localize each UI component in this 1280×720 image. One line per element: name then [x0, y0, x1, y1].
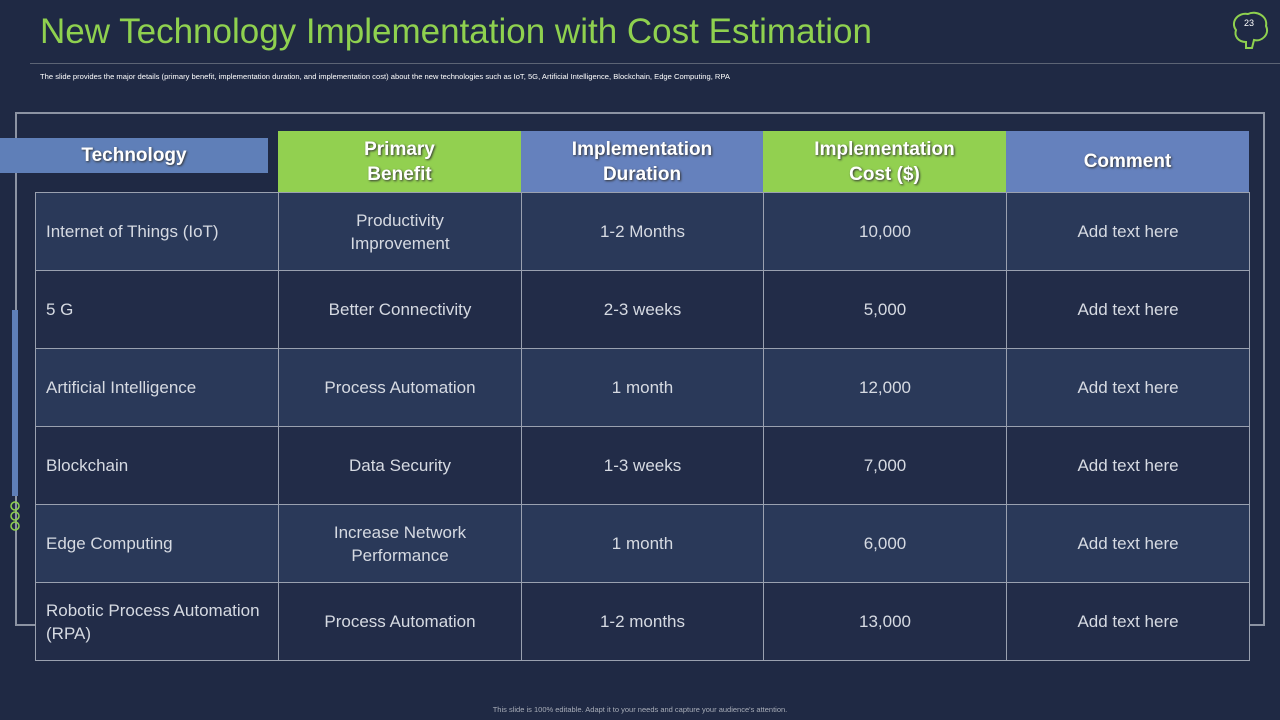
chain-icon: [10, 501, 20, 531]
cell-text: 10,000: [859, 222, 911, 241]
cell-text: Primary Benefit: [364, 138, 435, 185]
cell-text: 1-2 months: [599, 612, 686, 631]
cell-text: Increase Network Performance: [333, 522, 467, 565]
table-cell: 7,000: [763, 426, 1007, 505]
cell-text: Add text here: [1077, 222, 1179, 241]
cell-text: Internet of Things (IoT): [46, 222, 219, 241]
table-cell: Increase Network Performance: [278, 504, 522, 583]
table-cell: 2-3 weeks: [521, 270, 764, 349]
table-cell: 5,000: [763, 270, 1007, 349]
cell-text: Data Security: [348, 456, 452, 475]
cell-text: Implementation Cost ($): [814, 138, 955, 185]
table-cell: Process Automation: [278, 582, 522, 661]
header-cell: Comment: [1006, 131, 1249, 192]
table-cell: Productivity Improvement: [278, 192, 522, 271]
table-cell: Add text here: [1006, 582, 1250, 661]
cell-text: 1 month: [611, 378, 674, 397]
table-cell: 1 month: [521, 504, 764, 583]
page-number: 23: [1244, 18, 1254, 28]
side-bar: [12, 310, 18, 496]
cell-text: 6,000: [863, 534, 907, 553]
table-cell: Add text here: [1006, 426, 1250, 505]
table-cell: Add text here: [1006, 504, 1250, 583]
cell-text: Better Connectivity: [328, 300, 472, 319]
cell-text: 13,000: [859, 612, 911, 631]
cell-text: Add text here: [1077, 612, 1179, 631]
table-cell: 1-2 months: [521, 582, 764, 661]
cell-text: Edge Computing: [46, 534, 173, 553]
table-cell: 12,000: [763, 348, 1007, 427]
table-cell: Artificial Intelligence: [35, 348, 279, 427]
cell-text: Technology: [81, 145, 187, 166]
cell-text: Blockchain: [46, 456, 129, 475]
cell-text: Process Automation: [324, 612, 476, 631]
table-cell: 1 month: [521, 348, 764, 427]
cell-text: Add text here: [1077, 378, 1179, 397]
cell-text: Productivity Improvement: [350, 210, 450, 253]
cell-text: Add text here: [1077, 300, 1179, 319]
table-cell: Add text here: [1006, 192, 1250, 271]
header-cell: Technology: [0, 138, 268, 173]
table-cell: 6,000: [763, 504, 1007, 583]
cell-text: Implementation Duration: [571, 138, 713, 185]
table-cell: Robotic Process Automation (RPA): [35, 582, 279, 661]
cell-text: 1-3 weeks: [603, 456, 682, 475]
title-rule: [30, 63, 1280, 64]
table-cell: Better Connectivity: [278, 270, 522, 349]
cell-text: 1 month: [611, 534, 674, 553]
title: New Technology Implementation with Cost …: [40, 12, 872, 51]
table-cell: Add text here: [1006, 270, 1250, 349]
table-cell: 10,000: [763, 192, 1007, 271]
table-cell: Blockchain: [35, 426, 279, 505]
cell-text: 5 G: [46, 300, 74, 319]
table-cell: Edge Computing: [35, 504, 279, 583]
header-cell: Implementation Cost ($): [763, 131, 1006, 192]
cell-text: 2-3 weeks: [603, 300, 682, 319]
cell-text: Artificial Intelligence: [46, 378, 197, 397]
footer-note: This slide is 100% editable. Adapt it to…: [492, 705, 788, 714]
table-cell: 13,000: [763, 582, 1007, 661]
cell-text: Robotic Process Automation (RPA): [46, 600, 260, 643]
cell-text: 12,000: [859, 378, 911, 397]
cell-text: Add text here: [1077, 456, 1179, 475]
cell-text: 5,000: [863, 300, 907, 319]
header-cell: Primary Benefit: [278, 131, 521, 192]
table-cell: Add text here: [1006, 348, 1250, 427]
cell-text: 1-2 Months: [599, 222, 686, 241]
cell-text: Process Automation: [324, 378, 476, 397]
cell-text: Add text here: [1077, 534, 1179, 553]
table-cell: 1-2 Months: [521, 192, 764, 271]
brain-icon: 23: [1232, 11, 1268, 49]
table-cell: Data Security: [278, 426, 522, 505]
subtitle: The slide provides the major details (pr…: [40, 72, 730, 81]
header-cell: Implementation Duration: [521, 131, 763, 192]
table-cell: Process Automation: [278, 348, 522, 427]
cell-text: Comment: [1083, 151, 1172, 172]
table-cell: Internet of Things (IoT): [35, 192, 279, 271]
cell-text: 7,000: [863, 456, 907, 475]
table-cell: 5 G: [35, 270, 279, 349]
table-cell: 1-3 weeks: [521, 426, 764, 505]
